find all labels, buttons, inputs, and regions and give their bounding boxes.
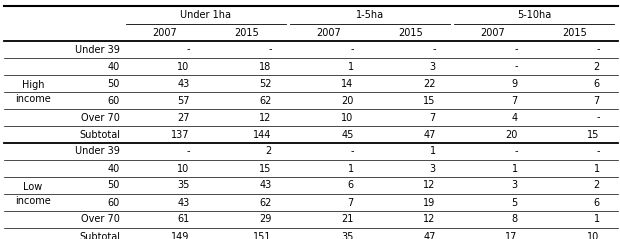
Text: 10: 10	[177, 61, 190, 71]
Text: 14: 14	[342, 78, 353, 88]
Text: 15: 15	[259, 163, 272, 174]
Text: Subtotal: Subtotal	[79, 130, 120, 140]
Text: -: -	[596, 113, 600, 123]
Text: 4: 4	[512, 113, 518, 123]
Text: 6: 6	[593, 197, 600, 207]
Text: 12: 12	[259, 113, 272, 123]
Text: 5: 5	[512, 197, 518, 207]
Text: 8: 8	[512, 214, 518, 224]
Text: -: -	[350, 44, 353, 54]
Text: 2007: 2007	[480, 27, 505, 38]
Text: 2: 2	[593, 61, 600, 71]
Text: 1: 1	[347, 61, 353, 71]
Text: 12: 12	[423, 180, 436, 190]
Text: 1: 1	[430, 147, 436, 157]
Text: Over 70: Over 70	[81, 113, 120, 123]
Text: -: -	[514, 147, 518, 157]
Text: -: -	[186, 147, 190, 157]
Text: 7: 7	[347, 197, 353, 207]
Text: -: -	[350, 147, 353, 157]
Text: -: -	[596, 147, 600, 157]
Text: 7: 7	[512, 96, 518, 105]
Text: 20: 20	[505, 130, 518, 140]
Text: 5-10ha: 5-10ha	[517, 10, 551, 20]
Text: 144: 144	[253, 130, 272, 140]
Text: 1: 1	[512, 163, 518, 174]
Text: -: -	[268, 44, 272, 54]
Text: 6: 6	[347, 180, 353, 190]
Text: 18: 18	[259, 61, 272, 71]
Text: 2007: 2007	[153, 27, 177, 38]
Text: 22: 22	[423, 78, 436, 88]
Text: 12: 12	[423, 214, 436, 224]
Text: 2007: 2007	[317, 27, 342, 38]
Text: 2015: 2015	[562, 27, 587, 38]
Text: 3: 3	[430, 61, 436, 71]
Text: Subtotal: Subtotal	[79, 232, 120, 239]
Text: 43: 43	[177, 197, 190, 207]
Text: -: -	[186, 44, 190, 54]
Text: 40: 40	[108, 61, 120, 71]
Text: 61: 61	[177, 214, 190, 224]
Text: Under 1ha: Under 1ha	[180, 10, 231, 20]
Text: -: -	[514, 44, 518, 54]
Text: -: -	[514, 61, 518, 71]
Text: Under 39: Under 39	[75, 44, 120, 54]
Text: 9: 9	[512, 78, 518, 88]
Text: 43: 43	[259, 180, 272, 190]
Text: 7: 7	[429, 113, 436, 123]
Text: 6: 6	[593, 78, 600, 88]
Text: 35: 35	[177, 180, 190, 190]
Text: 10: 10	[587, 232, 600, 239]
Text: 10: 10	[177, 163, 190, 174]
Text: 149: 149	[171, 232, 190, 239]
Text: Under 39: Under 39	[75, 147, 120, 157]
Text: 1: 1	[347, 163, 353, 174]
Text: 45: 45	[341, 130, 353, 140]
Text: 2: 2	[265, 147, 272, 157]
Text: 62: 62	[259, 197, 272, 207]
Text: 151: 151	[253, 232, 272, 239]
Text: 2015: 2015	[399, 27, 423, 38]
Text: 1-5ha: 1-5ha	[356, 10, 384, 20]
Text: 47: 47	[423, 232, 436, 239]
Text: High
income: High income	[15, 80, 51, 103]
Text: 50: 50	[108, 180, 120, 190]
Text: 10: 10	[342, 113, 353, 123]
Text: 1: 1	[593, 163, 600, 174]
Text: 7: 7	[593, 96, 600, 105]
Text: 35: 35	[341, 232, 353, 239]
Text: 15: 15	[587, 130, 600, 140]
Text: 60: 60	[108, 96, 120, 105]
Text: -: -	[432, 44, 436, 54]
Text: Low
income: Low income	[15, 182, 51, 206]
Text: 57: 57	[177, 96, 190, 105]
Text: 15: 15	[423, 96, 436, 105]
Text: 62: 62	[259, 96, 272, 105]
Text: 29: 29	[259, 214, 272, 224]
Text: 27: 27	[177, 113, 190, 123]
Text: 19: 19	[423, 197, 436, 207]
Text: 40: 40	[108, 163, 120, 174]
Text: 21: 21	[341, 214, 353, 224]
Text: 17: 17	[505, 232, 518, 239]
Text: 137: 137	[171, 130, 190, 140]
Text: 60: 60	[108, 197, 120, 207]
Text: 20: 20	[341, 96, 353, 105]
Text: 3: 3	[430, 163, 436, 174]
Text: 47: 47	[423, 130, 436, 140]
Text: Over 70: Over 70	[81, 214, 120, 224]
Text: 2: 2	[593, 180, 600, 190]
Text: -: -	[596, 44, 600, 54]
Text: 3: 3	[512, 180, 518, 190]
Text: 43: 43	[177, 78, 190, 88]
Text: 52: 52	[259, 78, 272, 88]
Text: 50: 50	[108, 78, 120, 88]
Text: 2015: 2015	[234, 27, 259, 38]
Text: 1: 1	[593, 214, 600, 224]
